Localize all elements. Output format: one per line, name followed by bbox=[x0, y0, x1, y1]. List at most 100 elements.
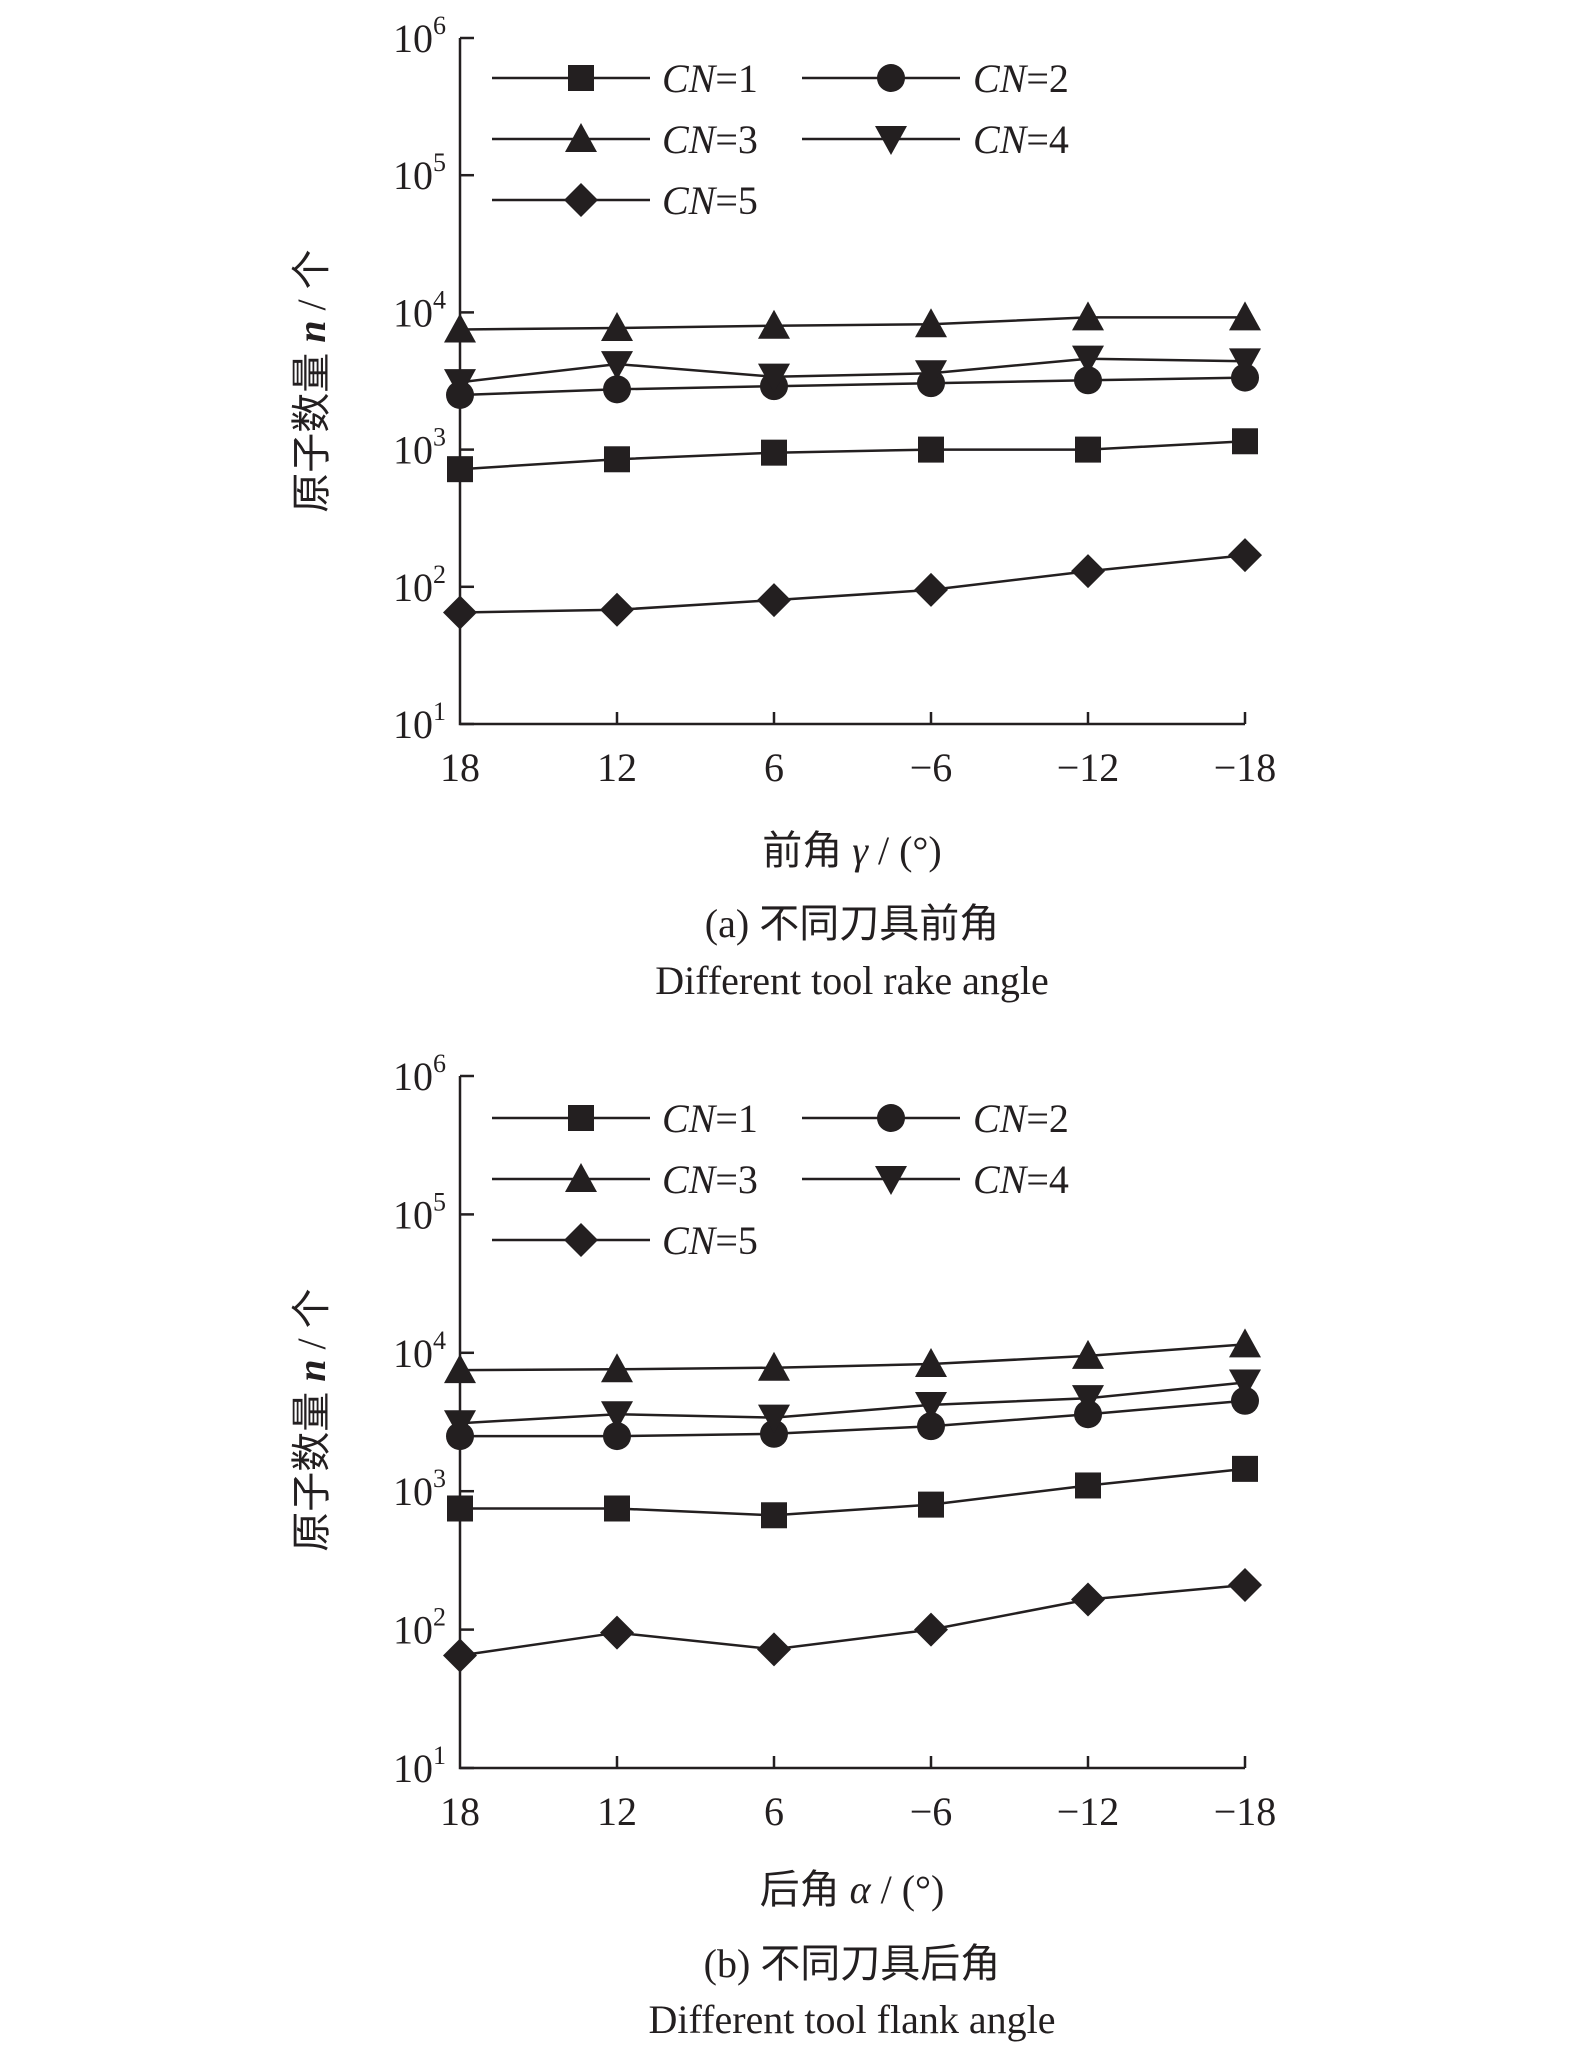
series-cn-3 bbox=[444, 1328, 1261, 1384]
data-point bbox=[914, 572, 948, 607]
y-tick-label: 106 bbox=[393, 1049, 446, 1099]
data-point bbox=[1228, 1568, 1262, 1603]
legend-entry: CN=4 bbox=[802, 117, 1069, 162]
legend-marker bbox=[875, 1166, 907, 1195]
caption-cn: (a) 不同刀具前角 bbox=[705, 901, 999, 946]
data-point bbox=[1074, 366, 1102, 395]
data-point bbox=[1231, 363, 1259, 392]
data-point bbox=[444, 1354, 476, 1384]
series-line bbox=[459, 553, 1246, 614]
y-axis-label: 原子数量 n / 个 bbox=[289, 249, 334, 512]
legend-label: CN=2 bbox=[973, 1096, 1069, 1141]
y-tick-label: 105 bbox=[393, 1187, 446, 1237]
series-cn-4 bbox=[444, 345, 1261, 399]
series-cn-5 bbox=[443, 538, 1262, 630]
data-point bbox=[760, 1419, 788, 1448]
data-point bbox=[1231, 1386, 1259, 1415]
data-point bbox=[915, 360, 947, 390]
x-tick-label: 6 bbox=[764, 745, 784, 790]
data-point bbox=[604, 446, 630, 473]
legend-marker bbox=[875, 126, 907, 155]
legend-label: CN=2 bbox=[973, 56, 1069, 101]
series-line bbox=[460, 1467, 1246, 1517]
legend-entry: CN=3 bbox=[492, 117, 758, 162]
data-point bbox=[600, 592, 634, 627]
series-line bbox=[459, 1343, 1246, 1372]
data-point bbox=[1072, 1385, 1104, 1415]
y-tick-label: 106 bbox=[393, 11, 446, 61]
legend-entry: CN=1 bbox=[492, 56, 758, 101]
caption-cn: (b) 不同刀具后角 bbox=[704, 1941, 1001, 1986]
data-point bbox=[1072, 1339, 1104, 1369]
data-point bbox=[918, 436, 944, 463]
data-point bbox=[1071, 554, 1105, 589]
y-axis-label: 原子数量 n / 个 bbox=[289, 1288, 334, 1551]
x-tick-label: −12 bbox=[1057, 745, 1120, 790]
data-point bbox=[1075, 1472, 1101, 1499]
legend-label: CN=4 bbox=[973, 117, 1069, 162]
series-line bbox=[459, 440, 1246, 471]
series-cn-1 bbox=[447, 428, 1258, 483]
legend-label: CN=3 bbox=[662, 117, 758, 162]
series-cn-2 bbox=[446, 1386, 1259, 1451]
series-cn-1 bbox=[447, 1455, 1258, 1529]
legend-entry: CN=2 bbox=[802, 56, 1069, 101]
y-tick-label: 104 bbox=[393, 1326, 446, 1376]
x-tick-label: −12 bbox=[1057, 1789, 1120, 1834]
data-point bbox=[1232, 1455, 1258, 1482]
legend: CN=1 CN=2 CN=3 CN=4 CN=5 bbox=[492, 56, 1069, 223]
y-tick-label: 103 bbox=[393, 1464, 446, 1514]
legend-marker bbox=[568, 65, 594, 91]
legend-label: CN=4 bbox=[973, 1157, 1069, 1202]
series-line bbox=[459, 1381, 1246, 1425]
legend-marker bbox=[568, 1105, 594, 1131]
data-point bbox=[601, 1353, 633, 1383]
x-tick-label: 12 bbox=[597, 745, 637, 790]
data-point bbox=[447, 1495, 473, 1522]
legend-label: CN=1 bbox=[662, 56, 758, 101]
data-point bbox=[758, 1351, 790, 1381]
data-point bbox=[443, 595, 477, 630]
y-tick-label: 101 bbox=[393, 697, 446, 747]
data-point bbox=[1072, 301, 1104, 331]
x-tick-label: −18 bbox=[1214, 745, 1277, 790]
data-point bbox=[1229, 301, 1261, 331]
data-point bbox=[917, 1412, 945, 1441]
x-tick-label: 6 bbox=[764, 1789, 784, 1834]
y-tick-label: 101 bbox=[393, 1741, 446, 1791]
x-axis-label: 后角 α / (°) bbox=[760, 1867, 945, 1912]
data-point bbox=[761, 439, 787, 466]
legend-marker bbox=[564, 1223, 598, 1257]
data-point bbox=[918, 1491, 944, 1518]
y-tick-label: 105 bbox=[393, 148, 446, 198]
legend-marker bbox=[565, 123, 597, 152]
data-point bbox=[757, 1632, 791, 1667]
x-tick-label: 12 bbox=[597, 1789, 637, 1834]
data-point bbox=[601, 351, 633, 381]
data-point bbox=[1229, 1328, 1261, 1358]
x-tick-label: −6 bbox=[910, 745, 953, 790]
series-cn-3 bbox=[444, 301, 1261, 343]
x-tick-label: 18 bbox=[440, 1789, 480, 1834]
data-point bbox=[1228, 538, 1262, 573]
x-tick-label: 18 bbox=[440, 745, 480, 790]
data-point bbox=[915, 1391, 947, 1421]
series-line bbox=[459, 357, 1246, 384]
data-point bbox=[1071, 1582, 1105, 1617]
data-point bbox=[1229, 1369, 1261, 1399]
data-point bbox=[447, 456, 473, 483]
caption-en: Different tool flank angle bbox=[649, 1997, 1056, 2042]
data-point bbox=[1232, 428, 1258, 455]
data-point bbox=[757, 583, 791, 618]
legend-marker bbox=[564, 183, 598, 217]
data-point bbox=[1074, 1400, 1102, 1429]
legend-entry: CN=1 bbox=[492, 1096, 758, 1141]
series-cn-4 bbox=[444, 1369, 1261, 1440]
series-line bbox=[460, 1399, 1246, 1438]
data-point bbox=[761, 1502, 787, 1529]
legend-entry: CN=3 bbox=[492, 1157, 758, 1202]
legend-marker bbox=[877, 64, 905, 92]
